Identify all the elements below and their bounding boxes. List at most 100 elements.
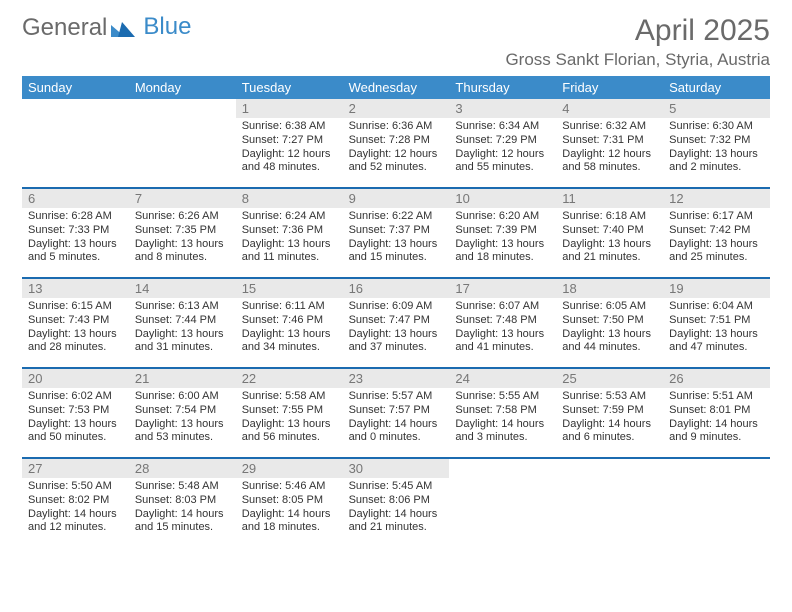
day-header: Thursday bbox=[449, 76, 556, 99]
calendar-header-row: SundayMondayTuesdayWednesdayThursdayFrid… bbox=[22, 76, 770, 99]
day-number: 27 bbox=[22, 459, 129, 478]
calendar-cell: 16Sunrise: 6:09 AMSunset: 7:47 PMDayligh… bbox=[343, 279, 450, 367]
day-details: Sunrise: 6:13 AMSunset: 7:44 PMDaylight:… bbox=[129, 298, 236, 359]
day-details: Sunrise: 6:07 AMSunset: 7:48 PMDaylight:… bbox=[449, 298, 556, 359]
calendar-cell: 7Sunrise: 6:26 AMSunset: 7:35 PMDaylight… bbox=[129, 189, 236, 277]
day-number: 29 bbox=[236, 459, 343, 478]
day-header: Wednesday bbox=[343, 76, 450, 99]
calendar-cell: 30Sunrise: 5:45 AMSunset: 8:06 PMDayligh… bbox=[343, 459, 450, 547]
day-number: 4 bbox=[556, 99, 663, 118]
brand-logo: General Blue bbox=[22, 14, 191, 42]
calendar-cell: 4Sunrise: 6:32 AMSunset: 7:31 PMDaylight… bbox=[556, 99, 663, 187]
day-number: 10 bbox=[449, 189, 556, 208]
calendar-cell: 17Sunrise: 6:07 AMSunset: 7:48 PMDayligh… bbox=[449, 279, 556, 367]
day-header: Saturday bbox=[663, 76, 770, 99]
page-title: April 2025 bbox=[505, 14, 770, 48]
day-details: Sunrise: 6:20 AMSunset: 7:39 PMDaylight:… bbox=[449, 208, 556, 269]
calendar-cell: 10Sunrise: 6:20 AMSunset: 7:39 PMDayligh… bbox=[449, 189, 556, 277]
day-number: 28 bbox=[129, 459, 236, 478]
day-number: 12 bbox=[663, 189, 770, 208]
day-details: Sunrise: 6:30 AMSunset: 7:32 PMDaylight:… bbox=[663, 118, 770, 179]
calendar-cell: 20Sunrise: 6:02 AMSunset: 7:53 PMDayligh… bbox=[22, 369, 129, 457]
day-details: Sunrise: 6:28 AMSunset: 7:33 PMDaylight:… bbox=[22, 208, 129, 269]
day-header: Tuesday bbox=[236, 76, 343, 99]
calendar-cell: 11Sunrise: 6:18 AMSunset: 7:40 PMDayligh… bbox=[556, 189, 663, 277]
calendar-cell: 5Sunrise: 6:30 AMSunset: 7:32 PMDaylight… bbox=[663, 99, 770, 187]
calendar-cell bbox=[449, 459, 556, 547]
calendar-cell: 27Sunrise: 5:50 AMSunset: 8:02 PMDayligh… bbox=[22, 459, 129, 547]
day-number: 7 bbox=[129, 189, 236, 208]
day-details: Sunrise: 5:45 AMSunset: 8:06 PMDaylight:… bbox=[343, 478, 450, 539]
brand-text-1: General bbox=[22, 14, 107, 42]
day-number: 8 bbox=[236, 189, 343, 208]
calendar-cell: 21Sunrise: 6:00 AMSunset: 7:54 PMDayligh… bbox=[129, 369, 236, 457]
day-details: Sunrise: 6:09 AMSunset: 7:47 PMDaylight:… bbox=[343, 298, 450, 359]
calendar-cell: 8Sunrise: 6:24 AMSunset: 7:36 PMDaylight… bbox=[236, 189, 343, 277]
day-number: 18 bbox=[556, 279, 663, 298]
day-header: Monday bbox=[129, 76, 236, 99]
calendar-cell: 1Sunrise: 6:38 AMSunset: 7:27 PMDaylight… bbox=[236, 99, 343, 187]
day-details: Sunrise: 5:51 AMSunset: 8:01 PMDaylight:… bbox=[663, 388, 770, 449]
day-number: 26 bbox=[663, 369, 770, 388]
calendar-week: 27Sunrise: 5:50 AMSunset: 8:02 PMDayligh… bbox=[22, 457, 770, 547]
day-details: Sunrise: 6:32 AMSunset: 7:31 PMDaylight:… bbox=[556, 118, 663, 179]
calendar-cell: 19Sunrise: 6:04 AMSunset: 7:51 PMDayligh… bbox=[663, 279, 770, 367]
day-details: Sunrise: 6:26 AMSunset: 7:35 PMDaylight:… bbox=[129, 208, 236, 269]
calendar-cell: 3Sunrise: 6:34 AMSunset: 7:29 PMDaylight… bbox=[449, 99, 556, 187]
calendar-week: 13Sunrise: 6:15 AMSunset: 7:43 PMDayligh… bbox=[22, 277, 770, 367]
empty-cell bbox=[556, 459, 663, 478]
day-number: 11 bbox=[556, 189, 663, 208]
day-details: Sunrise: 6:34 AMSunset: 7:29 PMDaylight:… bbox=[449, 118, 556, 179]
calendar-cell: 9Sunrise: 6:22 AMSunset: 7:37 PMDaylight… bbox=[343, 189, 450, 277]
calendar-cell: 6Sunrise: 6:28 AMSunset: 7:33 PMDaylight… bbox=[22, 189, 129, 277]
day-details: Sunrise: 6:00 AMSunset: 7:54 PMDaylight:… bbox=[129, 388, 236, 449]
day-number: 22 bbox=[236, 369, 343, 388]
day-number: 1 bbox=[236, 99, 343, 118]
calendar-cell: 13Sunrise: 6:15 AMSunset: 7:43 PMDayligh… bbox=[22, 279, 129, 367]
day-details: Sunrise: 6:02 AMSunset: 7:53 PMDaylight:… bbox=[22, 388, 129, 449]
day-details: Sunrise: 6:38 AMSunset: 7:27 PMDaylight:… bbox=[236, 118, 343, 179]
day-number: 30 bbox=[343, 459, 450, 478]
calendar-cell: 25Sunrise: 5:53 AMSunset: 7:59 PMDayligh… bbox=[556, 369, 663, 457]
empty-cell bbox=[663, 459, 770, 478]
brand-mark-icon bbox=[111, 19, 135, 37]
day-number: 25 bbox=[556, 369, 663, 388]
calendar-cell: 23Sunrise: 5:57 AMSunset: 7:57 PMDayligh… bbox=[343, 369, 450, 457]
brand-text-2: Blue bbox=[143, 13, 191, 41]
calendar-cell: 29Sunrise: 5:46 AMSunset: 8:05 PMDayligh… bbox=[236, 459, 343, 547]
day-details: Sunrise: 6:05 AMSunset: 7:50 PMDaylight:… bbox=[556, 298, 663, 359]
calendar-cell: 12Sunrise: 6:17 AMSunset: 7:42 PMDayligh… bbox=[663, 189, 770, 277]
day-details: Sunrise: 6:15 AMSunset: 7:43 PMDaylight:… bbox=[22, 298, 129, 359]
header: General Blue April 2025 Gross Sankt Flor… bbox=[22, 14, 770, 70]
day-number: 2 bbox=[343, 99, 450, 118]
day-number: 6 bbox=[22, 189, 129, 208]
day-number: 9 bbox=[343, 189, 450, 208]
day-number: 21 bbox=[129, 369, 236, 388]
calendar-cell bbox=[22, 99, 129, 187]
location-subtitle: Gross Sankt Florian, Styria, Austria bbox=[505, 50, 770, 70]
empty-cell bbox=[129, 99, 236, 118]
day-number: 23 bbox=[343, 369, 450, 388]
day-header: Friday bbox=[556, 76, 663, 99]
day-details: Sunrise: 6:24 AMSunset: 7:36 PMDaylight:… bbox=[236, 208, 343, 269]
calendar-cell: 26Sunrise: 5:51 AMSunset: 8:01 PMDayligh… bbox=[663, 369, 770, 457]
calendar-cell bbox=[663, 459, 770, 547]
calendar-cell bbox=[556, 459, 663, 547]
calendar-week: 1Sunrise: 6:38 AMSunset: 7:27 PMDaylight… bbox=[22, 99, 770, 187]
day-details: Sunrise: 6:17 AMSunset: 7:42 PMDaylight:… bbox=[663, 208, 770, 269]
day-number: 19 bbox=[663, 279, 770, 298]
day-details: Sunrise: 5:46 AMSunset: 8:05 PMDaylight:… bbox=[236, 478, 343, 539]
calendar-cell bbox=[129, 99, 236, 187]
day-details: Sunrise: 6:04 AMSunset: 7:51 PMDaylight:… bbox=[663, 298, 770, 359]
day-details: Sunrise: 5:55 AMSunset: 7:58 PMDaylight:… bbox=[449, 388, 556, 449]
empty-cell bbox=[449, 459, 556, 478]
day-details: Sunrise: 6:36 AMSunset: 7:28 PMDaylight:… bbox=[343, 118, 450, 179]
day-number: 13 bbox=[22, 279, 129, 298]
day-number: 14 bbox=[129, 279, 236, 298]
calendar-cell: 2Sunrise: 6:36 AMSunset: 7:28 PMDaylight… bbox=[343, 99, 450, 187]
calendar-cell: 24Sunrise: 5:55 AMSunset: 7:58 PMDayligh… bbox=[449, 369, 556, 457]
calendar-cell: 15Sunrise: 6:11 AMSunset: 7:46 PMDayligh… bbox=[236, 279, 343, 367]
calendar-cell: 28Sunrise: 5:48 AMSunset: 8:03 PMDayligh… bbox=[129, 459, 236, 547]
day-number: 15 bbox=[236, 279, 343, 298]
calendar-body: 1Sunrise: 6:38 AMSunset: 7:27 PMDaylight… bbox=[22, 99, 770, 547]
